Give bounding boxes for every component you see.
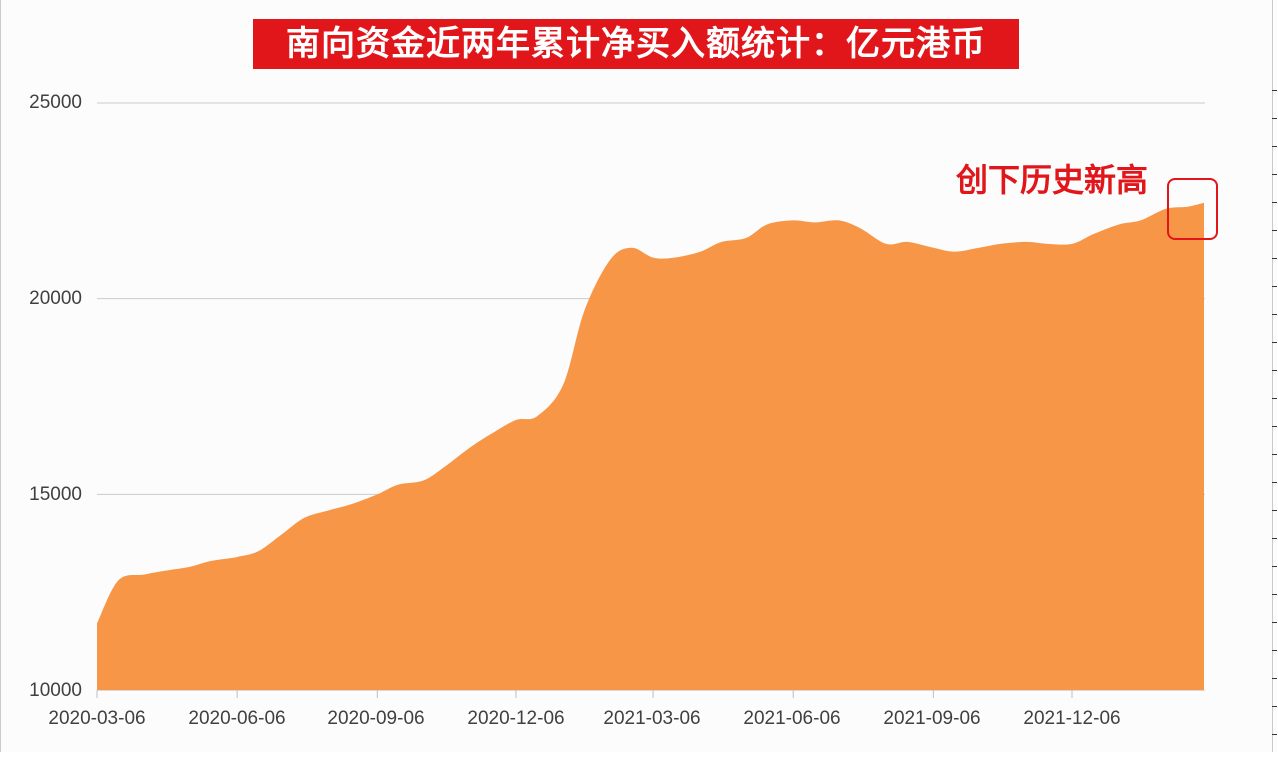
- y-tick-25000: 25000: [29, 92, 82, 113]
- x-axis-ticks: [96, 690, 1205, 698]
- edge-tick: [1272, 594, 1277, 595]
- bottom-strip: [0, 752, 1278, 760]
- edge-tick: [1272, 622, 1277, 623]
- annotation-new-high: 创下历史新高: [956, 161, 1149, 199]
- x-tick-label: 2021-06-06: [743, 708, 841, 729]
- edge-tick: [1272, 454, 1277, 455]
- area-series: [97, 202, 1204, 691]
- edge-tick: [1272, 650, 1277, 651]
- x-tick-label: 2020-12-06: [467, 708, 565, 729]
- edge-tick: [1272, 286, 1277, 287]
- edge-tick: [1272, 90, 1277, 91]
- chart-title: 南向资金近两年累计净买入额统计：亿元港币: [253, 19, 1019, 69]
- edge-tick: [1272, 370, 1277, 371]
- right-border: [1272, 0, 1273, 752]
- x-tick-label: 2020-06-06: [188, 708, 286, 729]
- edge-tick: [1272, 538, 1277, 539]
- edge-tick: [1272, 482, 1277, 483]
- x-tick-label: 2020-03-06: [48, 708, 146, 729]
- edge-tick: [1272, 706, 1277, 707]
- edge-tick: [1272, 510, 1277, 511]
- x-tick-label: 2020-09-06: [327, 708, 425, 729]
- edge-tick: [1272, 734, 1277, 735]
- edge-tick: [1272, 342, 1277, 343]
- x-tick-label: 2021-12-06: [1023, 708, 1121, 729]
- x-tick-label: 2021-03-06: [603, 708, 701, 729]
- edge-tick: [1272, 678, 1277, 679]
- edge-tick: [1272, 314, 1277, 315]
- edge-tick: [1272, 118, 1277, 119]
- highlight-box: [1167, 178, 1218, 240]
- edge-tick: [1272, 174, 1277, 175]
- x-tick-label: 2021-09-06: [883, 708, 981, 729]
- edge-tick: [1272, 230, 1277, 231]
- edge-tick: [1272, 426, 1277, 427]
- edge-tick: [1272, 202, 1277, 203]
- edge-tick: [1272, 398, 1277, 399]
- y-tick-20000: 20000: [29, 288, 82, 309]
- y-tick-15000: 15000: [29, 484, 82, 505]
- edge-tick: [1272, 146, 1277, 147]
- y-tick-10000: 10000: [29, 680, 82, 701]
- edge-tick: [1272, 258, 1277, 259]
- edge-tick: [1272, 566, 1277, 567]
